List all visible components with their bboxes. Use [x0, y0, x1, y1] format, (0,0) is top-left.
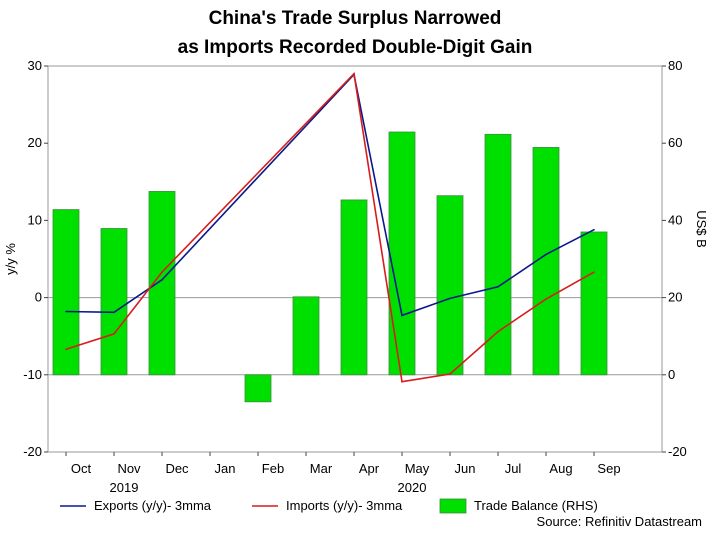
point-imports-y-y-3mma-may	[401, 380, 403, 383]
x-tick-label-sep: Sep	[597, 461, 620, 476]
x-tick-label-oct: Oct	[71, 461, 92, 476]
point-exports-y-y-3mma-nov	[113, 311, 115, 314]
source-note: Source: Refinitiv Datastream	[536, 514, 702, 529]
legend-label-trade-balance-rhs: Trade Balance (RHS)	[474, 498, 598, 513]
bar-trade-balance-jun	[436, 195, 464, 376]
point-imports-y-y-3mma-jul	[497, 330, 499, 333]
bar-trade-balance-sep	[580, 231, 608, 376]
point-exports-y-y-3mma-jul	[497, 285, 499, 288]
bar-trade-balance-may	[388, 131, 416, 376]
y-right-axis-title: US$ B	[694, 210, 709, 248]
bar-trade-balance-feb	[244, 374, 272, 403]
bar-trade-balance-nov	[100, 228, 128, 376]
y-left-tick-label: 0	[35, 290, 42, 305]
point-imports-y-y-3mma-aug	[545, 298, 547, 300]
plot-frame	[47, 65, 663, 453]
x-tick-label-feb: Feb	[262, 461, 284, 476]
bar-trade-balance-aug	[532, 147, 560, 376]
chart-title: China's Trade Surplus Narrowed as Import…	[0, 4, 710, 62]
point-imports-y-y-3mma-sep	[593, 271, 595, 273]
y-right-tick-label: -20	[668, 444, 687, 459]
point-imports-y-y-3mma-dec	[161, 271, 163, 273]
point-exports-y-y-3mma-jun	[449, 297, 451, 300]
x-tick-label-jul: Jul	[505, 461, 522, 476]
x-year-label-2020: 2020	[398, 480, 427, 495]
y-right-tick-label: 20	[668, 290, 682, 305]
y-right-tick-label: 40	[668, 212, 682, 227]
point-imports-y-y-3mma-apr	[353, 72, 355, 75]
y-left-tick-label: 20	[28, 135, 42, 150]
legend-swatch-trade-balance-rhs	[439, 498, 467, 514]
bar-trade-balance-jul	[484, 133, 512, 376]
point-exports-y-y-3mma-sep	[593, 228, 595, 231]
y-left-axis-title: y/y %	[3, 243, 18, 275]
line-exports-y-y-3mma	[65, 72, 595, 317]
bar-trade-balance-mar	[292, 296, 320, 376]
x-tick-label-nov: Nov	[117, 461, 141, 476]
point-exports-y-y-3mma-aug	[545, 253, 547, 256]
point-exports-y-y-3mma-may	[401, 314, 403, 317]
x-tick-label-dec: Dec	[165, 461, 189, 476]
point-exports-y-y-3mma-dec	[161, 279, 163, 281]
bar-trade-balance-apr	[340, 199, 368, 376]
point-exports-y-y-3mma-oct	[65, 310, 67, 313]
x-tick-label-jan: Jan	[215, 461, 236, 476]
y-left-tick-label: 30	[28, 58, 42, 73]
x-tick-label-aug: Aug	[549, 461, 572, 476]
x-year-label-2019: 2019	[110, 480, 139, 495]
chart-title-line-1: China's Trade Surplus Narrowed	[208, 8, 502, 29]
line-imports-y-y-3mma	[65, 71, 595, 383]
y-right-tick-label: 60	[668, 135, 682, 150]
point-imports-y-y-3mma-nov	[113, 333, 115, 335]
x-tick-label-mar: Mar	[310, 461, 333, 476]
y-right-tick-label: 80	[668, 58, 682, 73]
y-right-tick-label: 0	[668, 367, 675, 382]
x-tick-label-may: May	[405, 461, 430, 476]
x-tick-label-apr: Apr	[359, 461, 380, 476]
x-tick-label-jun: Jun	[455, 461, 476, 476]
y-left-tick-label: -10	[23, 367, 42, 382]
chart-title-line-2: as Imports Recorded Double-Digit Gain	[177, 37, 533, 58]
point-imports-y-y-3mma-jun	[449, 373, 451, 375]
y-left-tick-label: -20	[23, 444, 42, 459]
y-left-tick-label: 10	[28, 212, 42, 227]
legend-label-imports-y-y-3mma: Imports (y/y)- 3mma	[286, 498, 403, 513]
legend-label-exports-y-y-3mma: Exports (y/y)- 3mma	[94, 498, 212, 513]
point-imports-y-y-3mma-oct	[65, 348, 67, 351]
